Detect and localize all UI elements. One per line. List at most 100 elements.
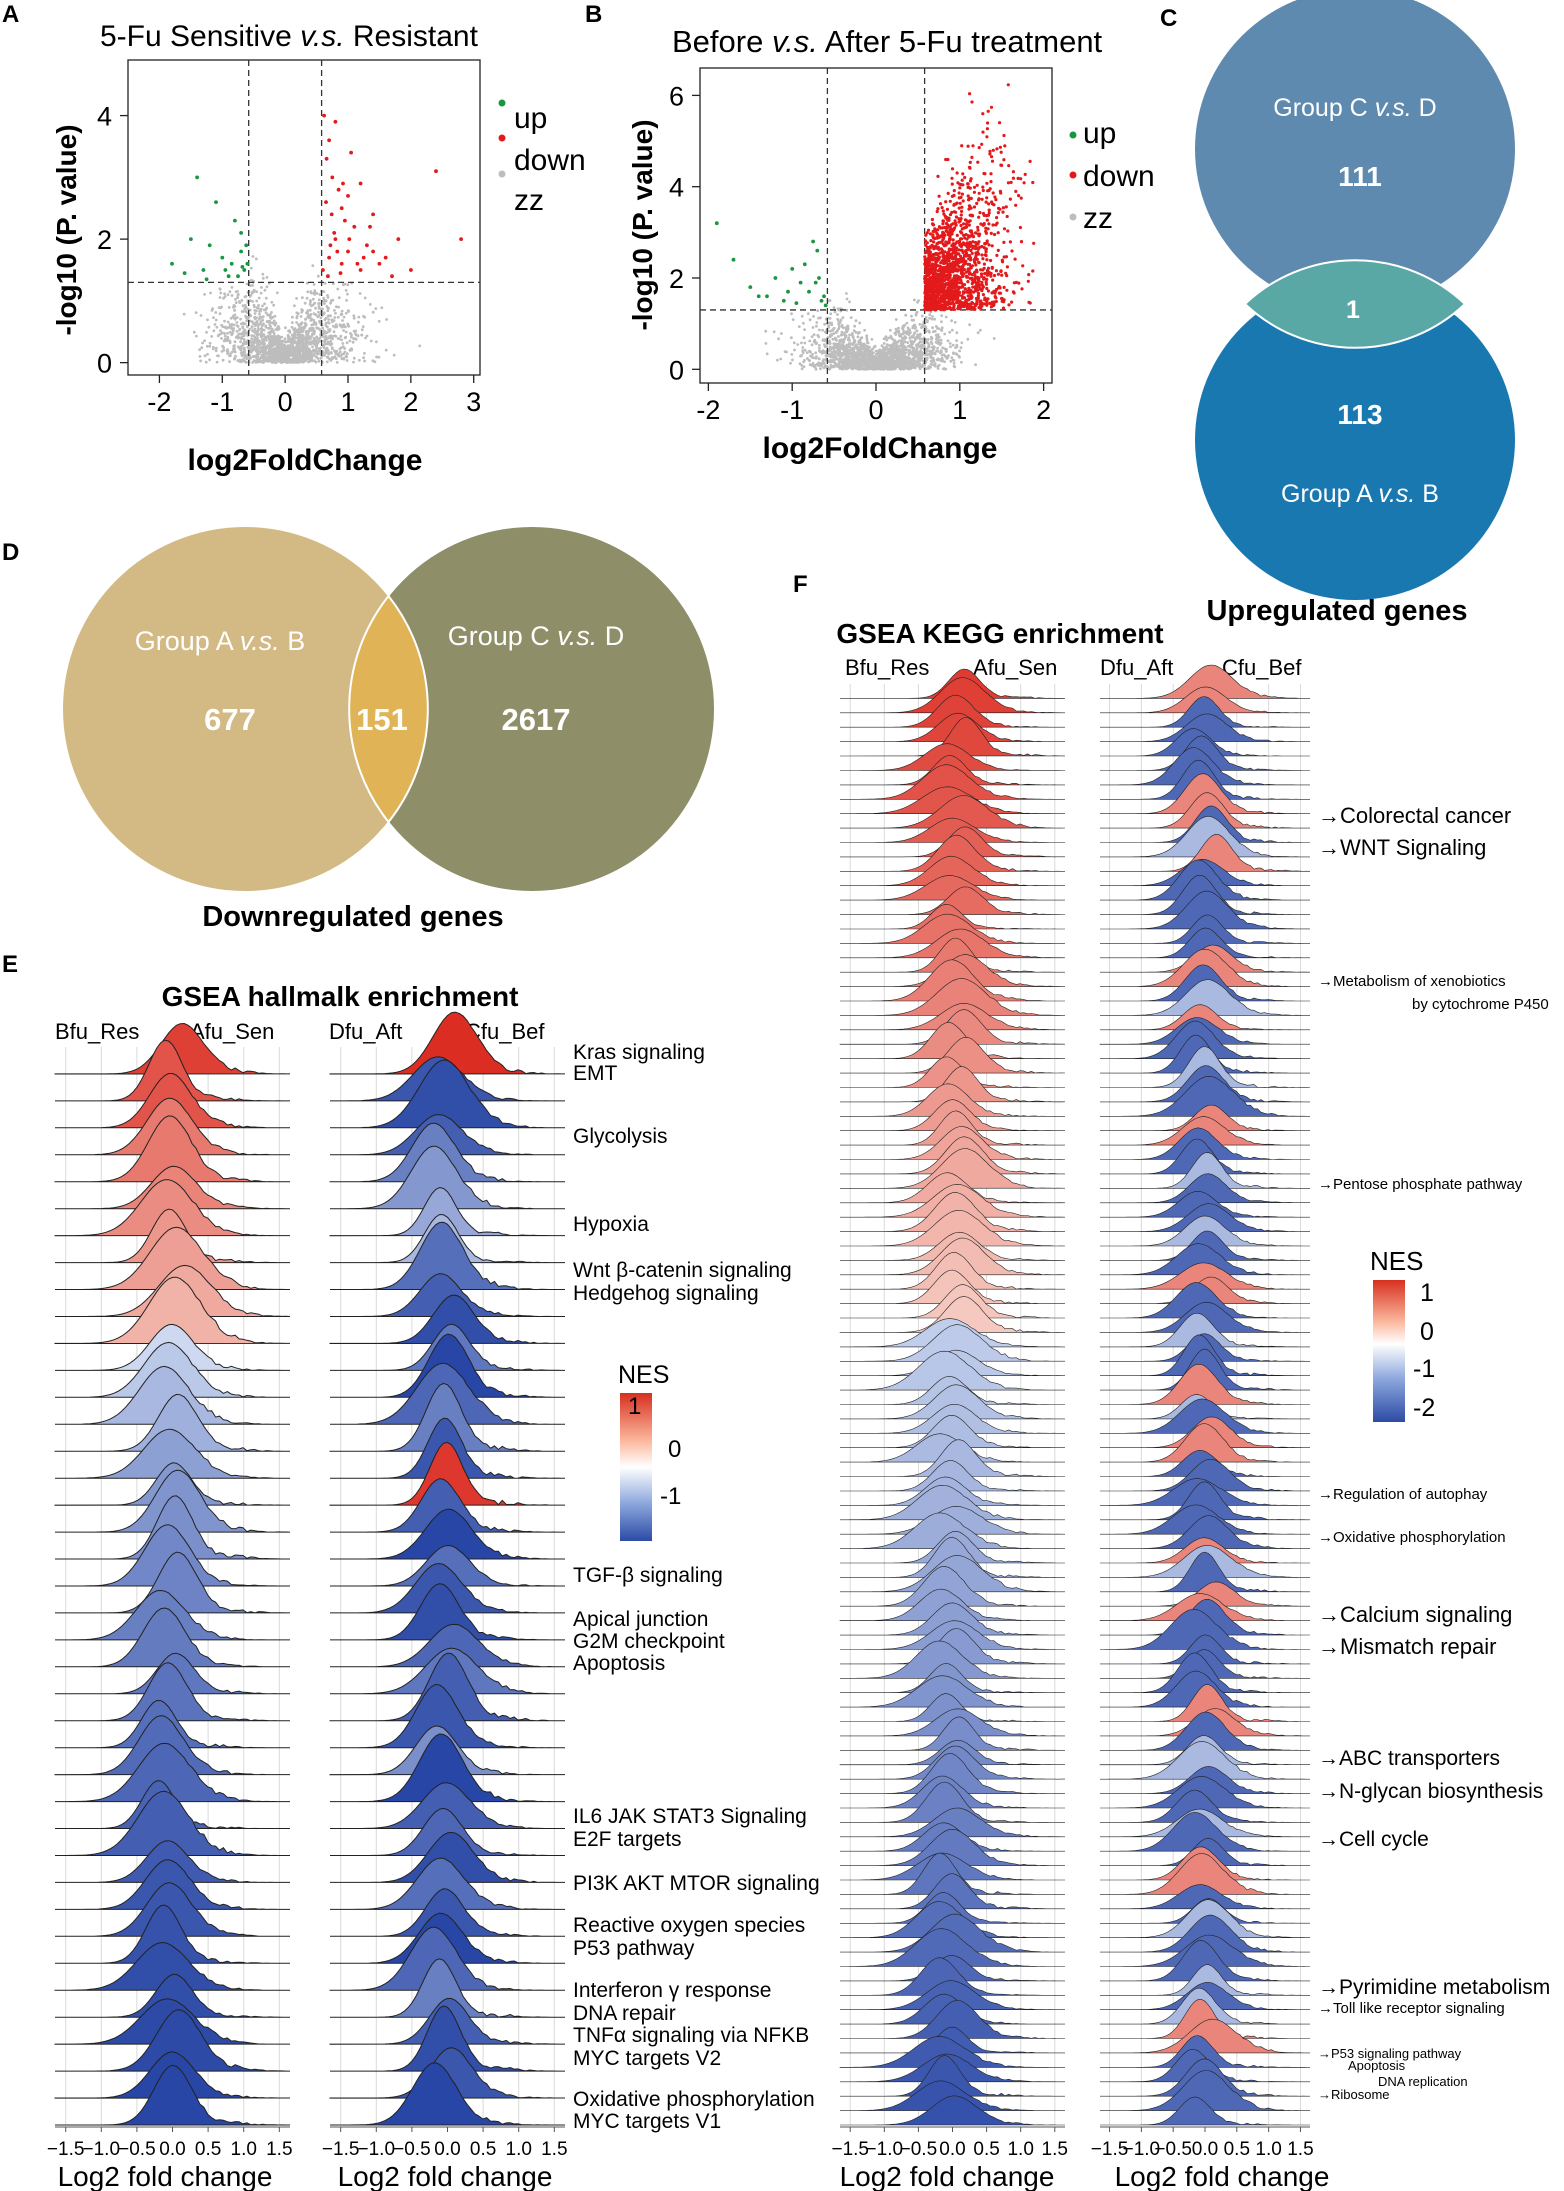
scatter-point bbox=[258, 346, 261, 350]
scatter-point bbox=[891, 367, 895, 370]
scatter-point bbox=[1006, 83, 1010, 87]
scatter-point bbox=[251, 284, 255, 287]
scatter-point bbox=[865, 344, 869, 348]
scatter-point bbox=[283, 337, 287, 341]
scatter-point bbox=[331, 324, 335, 328]
scatter-point bbox=[223, 268, 228, 272]
scatter-point bbox=[906, 341, 910, 344]
scatter-point bbox=[256, 343, 260, 346]
x-tick-label: -1 bbox=[210, 387, 234, 417]
scatter-point bbox=[315, 352, 319, 356]
scatter-point bbox=[980, 142, 984, 146]
scatter-point bbox=[887, 347, 890, 351]
scatter-point bbox=[984, 231, 989, 235]
scatter-point bbox=[887, 357, 891, 361]
scatter-point bbox=[1008, 197, 1013, 201]
scatter-point bbox=[335, 325, 339, 329]
scatter-point bbox=[268, 319, 272, 323]
scatter-point bbox=[346, 283, 350, 287]
scatter-point bbox=[951, 238, 955, 242]
scatter-point bbox=[253, 335, 257, 339]
scatter-point bbox=[856, 350, 860, 354]
scatter-point bbox=[279, 342, 283, 346]
scatter-point bbox=[958, 186, 962, 190]
scatter-point bbox=[256, 360, 259, 364]
scatter-point bbox=[385, 318, 388, 321]
scatter-point bbox=[305, 296, 309, 300]
scatter-point bbox=[913, 327, 917, 330]
scatter-point bbox=[801, 346, 805, 349]
scatter-point bbox=[948, 330, 952, 334]
scatter-point bbox=[806, 312, 810, 315]
scatter-point bbox=[936, 350, 940, 353]
scatter-point bbox=[838, 341, 841, 345]
scatter-point bbox=[990, 244, 994, 248]
scatter-point bbox=[214, 311, 218, 314]
scatter-point bbox=[987, 211, 991, 215]
scatter-point bbox=[360, 328, 364, 332]
scatter-point bbox=[295, 321, 298, 324]
scatter-point bbox=[925, 231, 929, 235]
scatter-point bbox=[229, 261, 234, 266]
scatter-point bbox=[957, 206, 961, 210]
scatter-point bbox=[336, 315, 340, 319]
scatter-point bbox=[910, 345, 914, 349]
scatter-point bbox=[903, 323, 907, 327]
scatter-point bbox=[829, 312, 833, 316]
scatter-point bbox=[836, 318, 840, 321]
x-tick-label: 1 bbox=[340, 387, 355, 417]
scatter-point bbox=[257, 296, 261, 300]
scatter-point bbox=[1017, 194, 1021, 198]
scatter-point bbox=[316, 341, 320, 345]
scatter-point bbox=[954, 223, 958, 227]
scatter-point bbox=[243, 328, 247, 332]
scatter-point bbox=[887, 336, 890, 340]
scatter-point bbox=[989, 231, 993, 235]
scatter-point bbox=[208, 358, 212, 362]
scatter-point bbox=[321, 307, 325, 311]
scatter-point bbox=[328, 243, 333, 248]
scatter-point bbox=[192, 330, 196, 334]
scatter-point bbox=[932, 330, 935, 334]
scatter-point bbox=[950, 319, 953, 323]
scatter-point bbox=[851, 343, 855, 347]
scatter-point bbox=[254, 341, 258, 344]
scatter-point bbox=[199, 359, 203, 363]
legend-a: up down zz bbox=[498, 99, 586, 217]
scatter-point bbox=[907, 333, 911, 337]
scatter-point bbox=[334, 357, 338, 361]
scatter-point bbox=[238, 332, 242, 336]
scatter-point bbox=[260, 333, 263, 336]
scatter-point bbox=[929, 239, 933, 243]
scatter-point bbox=[242, 268, 247, 272]
scatter-point bbox=[250, 347, 254, 351]
scatter-point bbox=[352, 314, 356, 318]
scatter-point bbox=[360, 333, 364, 337]
scatter-point bbox=[304, 317, 308, 321]
scatter-point bbox=[836, 354, 840, 357]
scatter-point bbox=[229, 354, 232, 357]
x-tick-label: 2 bbox=[403, 387, 418, 417]
scatter-point bbox=[817, 344, 821, 347]
scatter-point bbox=[303, 324, 307, 328]
scatter-point bbox=[940, 357, 944, 361]
scatter-point bbox=[994, 296, 998, 300]
scatter-point bbox=[250, 334, 254, 337]
scatter-point bbox=[828, 345, 832, 349]
scatter-point bbox=[363, 359, 366, 363]
scatter-point bbox=[251, 355, 255, 358]
scatter-point bbox=[305, 335, 309, 338]
scatter-point bbox=[235, 324, 239, 327]
scatter-point bbox=[1026, 279, 1030, 283]
scatter-point bbox=[861, 346, 865, 350]
scatter-point bbox=[967, 272, 972, 276]
scatter-point bbox=[884, 335, 888, 338]
scatter-point bbox=[896, 349, 900, 353]
scatter-point bbox=[297, 330, 301, 334]
scatter-point bbox=[335, 305, 338, 309]
scatter-point bbox=[237, 300, 241, 303]
y-tick-label: 2 bbox=[669, 264, 684, 294]
scatter-point bbox=[781, 298, 786, 303]
scatter-point bbox=[868, 364, 872, 368]
scatter-point bbox=[299, 360, 303, 364]
